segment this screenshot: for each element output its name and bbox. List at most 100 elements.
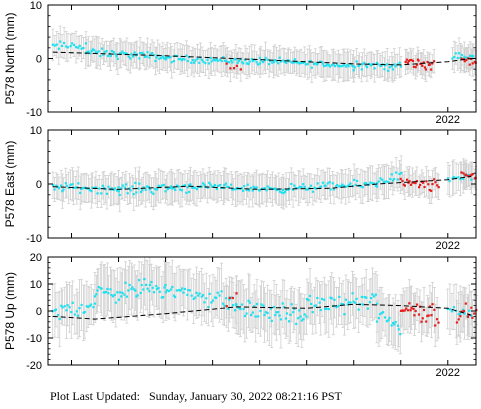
data-point-cyan: [51, 184, 55, 187]
data-point-cyan: [253, 305, 256, 308]
data-point-cyan: [154, 188, 158, 191]
data-point-cyan: [320, 60, 323, 64]
data-point-red: [471, 316, 474, 319]
data-point-red: [465, 173, 468, 176]
data-point-cyan: [171, 285, 174, 289]
data-point-cyan: [182, 291, 185, 294]
data-point-cyan: [155, 56, 158, 59]
data-point-cyan: [308, 294, 312, 298]
data-point-cyan: [218, 294, 221, 297]
data-point-cyan: [344, 65, 348, 68]
data-point-cyan: [191, 58, 194, 62]
data-point-red: [470, 173, 473, 176]
data-point-cyan: [300, 319, 303, 322]
data-point-cyan: [87, 187, 90, 190]
data-point-red: [231, 296, 234, 300]
data-point-cyan: [293, 184, 296, 187]
data-point-cyan: [363, 61, 366, 64]
data-point-cyan: [172, 59, 175, 63]
data-point-cyan: [60, 184, 63, 187]
data-point-cyan: [70, 310, 73, 314]
data-point-cyan: [185, 54, 188, 57]
footer-timestamp: Sunday, January 30, 2022 08:21:16 PST: [149, 389, 342, 403]
data-point-red: [239, 68, 242, 71]
data-point-cyan: [293, 58, 296, 61]
data-point-cyan: [347, 301, 350, 304]
data-point-cyan: [104, 290, 108, 294]
data-point-cyan: [265, 189, 268, 192]
data-point-cyan: [200, 295, 203, 298]
data-point-cyan: [80, 303, 83, 307]
data-point-cyan: [260, 303, 263, 306]
y-tick-label: -10: [26, 107, 42, 119]
data-point-cyan: [143, 278, 146, 281]
data-point-cyan: [355, 179, 359, 183]
data-point-cyan: [155, 284, 158, 288]
data-point-cyan: [325, 307, 328, 310]
data-point-cyan: [110, 293, 113, 297]
data-point-cyan: [201, 182, 205, 185]
data-point-cyan: [374, 293, 377, 296]
data-point-cyan: [66, 304, 69, 307]
data-point-red: [464, 302, 467, 305]
data-point-red: [459, 315, 462, 318]
data-point-cyan: [392, 321, 395, 325]
data-point-cyan: [215, 58, 218, 61]
data-point-cyan: [124, 281, 127, 284]
data-point-cyan: [123, 186, 126, 189]
data-point-cyan: [313, 186, 316, 189]
data-point-cyan: [114, 301, 117, 304]
data-point-cyan: [383, 181, 386, 184]
data-point-cyan: [145, 185, 149, 188]
data-point-cyan: [136, 294, 139, 297]
data-point-cyan: [275, 311, 278, 314]
data-point-cyan: [343, 313, 346, 316]
data-point-cyan: [181, 287, 184, 290]
data-point-cyan: [131, 55, 135, 58]
data-point-cyan: [90, 303, 93, 306]
data-point-cyan: [162, 183, 166, 187]
data-point-cyan: [385, 320, 389, 323]
data-point-cyan: [57, 187, 61, 190]
data-point-cyan: [237, 306, 241, 309]
data-point-cyan: [454, 52, 457, 55]
data-point-cyan: [72, 43, 76, 47]
data-point-red: [428, 305, 432, 308]
data-point-cyan: [164, 56, 167, 59]
data-point-cyan: [363, 295, 366, 299]
data-point-cyan: [118, 193, 121, 197]
data-point-cyan: [174, 188, 177, 191]
data-point-cyan: [148, 283, 152, 287]
data-point-cyan: [255, 61, 258, 64]
data-point-cyan: [318, 186, 321, 189]
data-point-cyan: [278, 314, 281, 317]
data-point-cyan: [446, 307, 449, 311]
data-point-cyan: [292, 61, 296, 64]
data-point-cyan: [130, 53, 133, 56]
data-point-cyan: [346, 63, 349, 67]
data-point-red: [415, 63, 418, 66]
data-point-cyan: [245, 312, 248, 315]
data-point-cyan: [296, 61, 300, 64]
data-point-cyan: [152, 192, 155, 195]
data-point-red: [405, 58, 408, 61]
data-point-red: [417, 313, 421, 316]
data-point-cyan: [164, 291, 167, 294]
data-point-cyan: [107, 292, 110, 295]
panel-east: 10 0 -10 2022 P578 East (mm): [3, 125, 478, 252]
data-point-red: [467, 313, 470, 317]
data-point-cyan: [471, 54, 474, 57]
data-point-red: [414, 309, 417, 313]
data-point-red: [427, 314, 430, 317]
data-point-cyan: [333, 298, 336, 301]
data-point-cyan: [290, 303, 293, 306]
data-point-cyan: [61, 306, 64, 309]
data-point-cyan: [398, 61, 401, 64]
data-point-cyan: [218, 58, 222, 61]
data-point-cyan: [110, 49, 114, 53]
data-point-cyan: [306, 188, 309, 191]
data-point-cyan: [121, 291, 124, 294]
data-point-red: [417, 59, 420, 62]
data-point-cyan: [215, 187, 218, 191]
y-axis-label: P578 North (mm): [3, 12, 17, 104]
